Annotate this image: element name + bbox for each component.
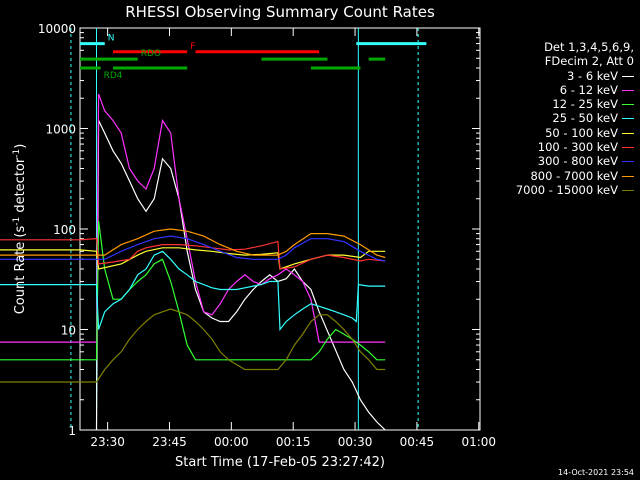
y-tick-label: 100 (53, 223, 76, 237)
legend-item: 6 - 12 keV (478, 83, 634, 97)
legend-item: 300 - 800 keV (478, 154, 634, 168)
series-line (0, 250, 386, 332)
legend-header-1: Det 1,3,4,5,6,9, (544, 40, 634, 54)
series-line (0, 235, 386, 262)
plot-frame (79, 27, 481, 431)
flag-label: F (190, 42, 195, 52)
legend-label: 800 - 7000 keV (530, 168, 618, 183)
flag-label: RDO (141, 49, 161, 59)
legend-label: 12 - 25 keV (552, 97, 618, 112)
legend-swatch (622, 147, 634, 149)
legend-item: 25 - 50 keV (478, 111, 634, 125)
series-line (0, 308, 386, 383)
legend-label: 7000 - 15000 keV (515, 182, 618, 197)
x-tick-label: 00:00 (214, 435, 249, 449)
legend-label: 25 - 50 keV (552, 111, 618, 126)
x-tick-label: 00:30 (338, 435, 373, 449)
x-tick-label: 01:00 (461, 435, 496, 449)
legend-item: 800 - 7000 keV (478, 169, 634, 183)
legend-header-2: FDecim 2, Att 0 (544, 54, 634, 69)
y-tick-label: 1 (68, 424, 76, 438)
legend-item: 3 - 6 keV (478, 69, 634, 83)
legend-label: 300 - 800 keV (537, 154, 618, 169)
x-tick-label: 00:15 (276, 435, 311, 449)
chart-title: RHESSI Observing Summary Count Rates (125, 3, 435, 21)
y-axis-label: Count Rate (s-1 detector-1) (12, 144, 28, 315)
x-tick-label: 00:45 (400, 435, 435, 449)
series-line (0, 247, 386, 270)
y-tick-label: 10000 (38, 22, 76, 36)
legend-swatch (622, 75, 634, 77)
series-line (0, 220, 386, 361)
x-tick-label: 23:30 (90, 435, 125, 449)
legend-swatch (622, 118, 634, 120)
series-line (95, 120, 386, 431)
legend-swatch (622, 89, 634, 91)
legend-swatch (622, 104, 634, 106)
generated-timestamp: 14-Oct-2021 23:54 (558, 468, 634, 477)
legend-swatch (622, 175, 634, 177)
legend-item: 7000 - 15000 keV (478, 183, 634, 197)
series-line (0, 93, 386, 343)
legend-label: 50 - 100 keV (545, 125, 618, 140)
series-line (0, 238, 386, 270)
legend-label: 100 - 300 keV (537, 140, 618, 155)
legend-swatch (622, 189, 634, 191)
y-tick-label: 10 (61, 324, 76, 338)
flag-label: RD4 (104, 71, 123, 81)
legend-item: 50 - 100 keV (478, 126, 634, 140)
legend-swatch (622, 132, 634, 134)
legend-label: 3 - 6 keV (567, 68, 618, 83)
legend-item: 12 - 25 keV (478, 97, 634, 111)
x-axis-label: Start Time (17-Feb-05 23:27:42) (175, 455, 385, 470)
legend-label: 6 - 12 keV (559, 82, 618, 97)
legend: Det 1,3,4,5,6,9, FDecim 2, Att 0 3 - 6 k… (478, 40, 634, 197)
legend-item: 100 - 300 keV (478, 140, 634, 154)
y-tick-label: 1000 (45, 123, 76, 137)
legend-swatch (622, 161, 634, 163)
flag-label: N (108, 34, 115, 44)
x-tick-label: 23:45 (152, 435, 187, 449)
series-line (0, 228, 386, 259)
